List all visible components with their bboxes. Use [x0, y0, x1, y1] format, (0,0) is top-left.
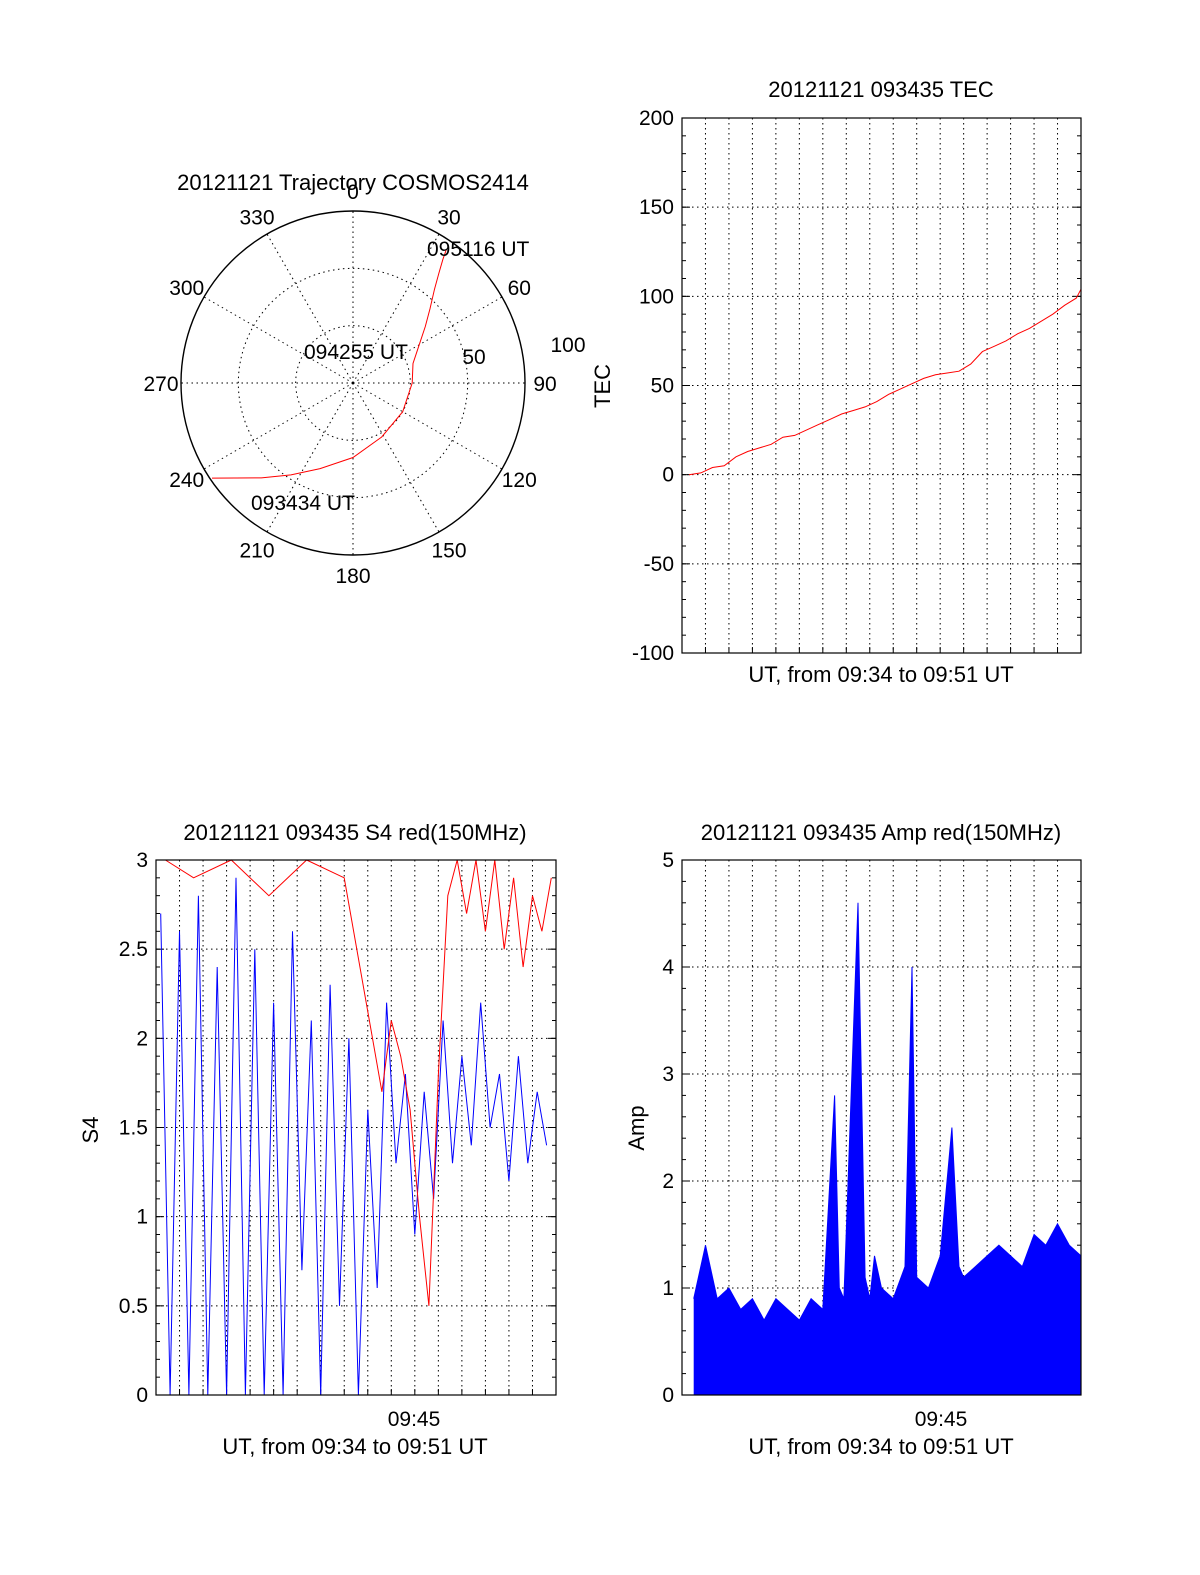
tec-plot: 20121121 093435 TEC 200150100500-50-100 … — [590, 77, 1082, 687]
polar-azimuth-labels: 0 30 60 90 120 150 180 210 240 270 300 330 — [143, 181, 556, 588]
s4-title: 20121121 093435 S4 red(150MHz) — [183, 820, 526, 845]
polar-spoke-330 — [266, 233, 354, 384]
tec-ytick-150: 150 — [639, 196, 674, 219]
tec-ylabel: TEC — [590, 364, 615, 408]
tec-ytick--100: -100 — [632, 642, 674, 665]
polar-spoke-300 — [203, 296, 354, 384]
polar-spoke-150 — [352, 382, 440, 533]
s4-ytick-0.5: 0.5 — [119, 1295, 148, 1318]
s4-plot: 20121121 093435 S4 red(150MHz) 3 2.5 2 1.5 1… — [78, 820, 557, 1459]
s4-xlabel: UT, from 09:34 to 09:51 UT — [222, 1434, 487, 1459]
amp-ylabel: Amp — [624, 1105, 649, 1150]
amp-plot: 20121121 093435 Amp red(150MHz) 5 4 3 2 1 0 A… — [624, 820, 1082, 1459]
tec-ytick-100: 100 — [639, 285, 674, 308]
s4-ytick-2: 2 — [136, 1027, 148, 1050]
polar-radial-label-100: 100 — [550, 334, 585, 357]
tec-ytick-50: 50 — [651, 375, 674, 398]
amp-title: 20121121 093435 Amp red(150MHz) — [701, 820, 1061, 845]
polar-azimuth-label-270: 270 — [143, 373, 178, 396]
polar-azimuth-label-210: 210 — [239, 539, 274, 562]
polar-spoke-60 — [352, 296, 503, 384]
amp-ytick-1: 1 — [662, 1277, 674, 1300]
s4-grid — [156, 859, 556, 1396]
amp-y-tick-labels: 5 4 3 2 1 0 — [662, 849, 674, 1407]
polar-azimuth-label-150: 150 — [431, 539, 466, 562]
tec-series-line — [688, 288, 1082, 476]
amp-xlabel: UT, from 09:34 to 09:51 UT — [748, 1434, 1013, 1459]
polar-azimuth-label-180: 180 — [335, 565, 370, 588]
tec-ytick-200: 200 — [639, 107, 674, 130]
tec-grid — [682, 117, 1081, 654]
polar-azimuth-label-300: 300 — [169, 277, 204, 300]
s4-ytick-3: 3 — [136, 849, 148, 872]
tec-plot-frame — [681, 117, 1082, 654]
amp-ytick-3: 3 — [662, 1063, 674, 1086]
s4-series-line-1 — [165, 859, 552, 1306]
tec-ytick-0: 0 — [662, 464, 674, 487]
polar-azimuth-label-120: 120 — [502, 469, 537, 492]
polar-ring-0 — [295, 325, 411, 441]
tec-y-tick-labels: 200 150 100 50 0 -50 -100 — [632, 107, 674, 665]
polar-azimuth-label-60: 60 — [508, 277, 531, 300]
s4-plot-frame — [155, 859, 557, 1396]
s4-ytick-0: 0 — [136, 1384, 148, 1407]
polar-azimuth-label-330: 330 — [239, 207, 274, 230]
polar-azimuth-label-90: 90 — [533, 373, 556, 396]
annotation-093434: 093434 UT — [251, 492, 355, 515]
s4-y-tick-labels: 3 2.5 2 1.5 1 0.5 0 — [119, 849, 148, 1407]
polar-outer-circle — [180, 210, 526, 556]
polar-azimuth-label-240: 240 — [169, 469, 204, 492]
s4-series-line-0 — [160, 877, 548, 1396]
annotation-094255: 094255 UT — [304, 341, 408, 364]
amp-ytick-2: 2 — [662, 1170, 674, 1193]
polar-title: 20121121 Trajectory COSMOS2414 — [177, 170, 529, 195]
s4-ylabel: S4 — [78, 1117, 103, 1144]
amp-series-fill — [693, 902, 1081, 1395]
s4-ytick-2.5: 2.5 — [119, 938, 148, 961]
polar-azimuth-label-30: 30 — [437, 207, 460, 230]
polar-spoke-30 — [352, 233, 440, 384]
s4-xtick-0945: 09:45 — [388, 1408, 441, 1431]
polar-grid — [180, 210, 526, 556]
s4-series-lines — [160, 859, 552, 1396]
trajectory-track-line — [211, 249, 447, 479]
s4-ytick-1: 1 — [136, 1206, 148, 1229]
s4-ytick-1.5: 1.5 — [119, 1117, 148, 1140]
amp-ytick-0: 0 — [662, 1384, 674, 1407]
amp-ytick-4: 4 — [662, 956, 674, 979]
amp-xtick-0945: 09:45 — [915, 1408, 968, 1431]
amp-series-line — [693, 902, 1082, 1322]
polar-spoke-210 — [266, 382, 354, 533]
tec-ytick--50: -50 — [644, 553, 674, 576]
tec-title: 20121121 093435 TEC — [768, 77, 994, 102]
annotation-095116: 095116 UT — [427, 238, 530, 261]
amp-plot-frame — [681, 859, 1082, 1396]
polar-azimuth-label-0: 0 — [347, 181, 359, 204]
tec-xlabel: UT, from 09:34 to 09:51 UT — [748, 662, 1013, 687]
polar-spoke-120 — [352, 382, 503, 470]
polar-radial-label-50: 50 — [462, 346, 485, 369]
amp-ytick-5: 5 — [662, 849, 674, 872]
polar-spoke-240 — [203, 382, 354, 470]
trajectory-polar-plot: 20121121 Trajectory COSMOS2414 0 30 60 90 12… — [143, 170, 585, 588]
